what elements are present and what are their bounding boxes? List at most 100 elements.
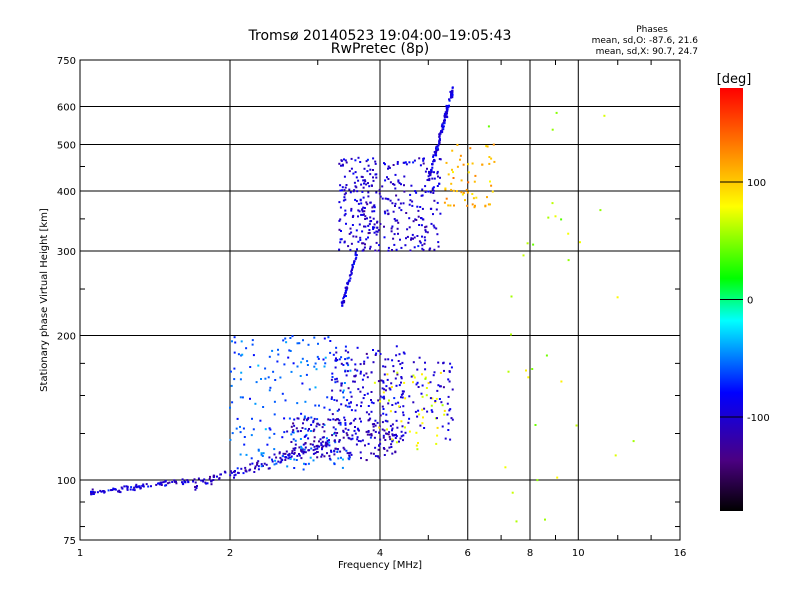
data-point	[446, 402, 449, 405]
data-point	[230, 370, 232, 373]
data-point	[344, 345, 347, 348]
data-point	[424, 376, 427, 379]
data-point	[274, 379, 277, 381]
data-point	[398, 405, 400, 408]
data-point	[218, 478, 221, 481]
data-point	[429, 397, 432, 400]
data-point	[425, 394, 428, 397]
data-point	[266, 443, 269, 446]
data-point	[237, 353, 240, 356]
data-point	[103, 491, 106, 494]
data-point	[294, 447, 297, 450]
data-point	[441, 123, 444, 126]
data-point	[403, 184, 405, 187]
data-point	[338, 162, 341, 165]
data-point	[438, 139, 441, 142]
data-point	[417, 209, 420, 212]
data-point	[318, 423, 321, 426]
data-point	[429, 191, 432, 194]
data-point	[411, 233, 414, 236]
data-point	[321, 446, 324, 449]
data-point	[446, 413, 449, 416]
data-point	[391, 404, 394, 406]
data-point	[448, 98, 451, 101]
data-point	[303, 417, 306, 419]
data-point	[421, 194, 424, 197]
data-point	[202, 480, 205, 483]
data-point	[315, 445, 318, 447]
data-point	[493, 160, 496, 163]
data-point	[435, 154, 438, 157]
data-point	[304, 427, 307, 430]
data-point	[330, 398, 333, 400]
data-point	[379, 438, 382, 441]
data-point	[349, 391, 352, 394]
colorbar-label: [deg]	[717, 72, 752, 87]
axis-ticks: 1 2 4 6 8 10 16 75 100 200 300 400 500 600 750	[57, 56, 686, 559]
data-point	[255, 381, 258, 384]
data-point	[452, 171, 454, 174]
data-point	[353, 260, 356, 263]
data-point	[461, 193, 464, 196]
data-point	[314, 404, 317, 407]
data-point	[360, 183, 363, 186]
data-point	[399, 238, 401, 241]
data-point	[310, 416, 313, 419]
data-point	[351, 437, 354, 440]
data-point	[316, 418, 319, 421]
data-point	[354, 368, 357, 371]
data-point	[378, 244, 381, 247]
data-point	[383, 225, 385, 228]
data-point	[555, 111, 558, 114]
data-point	[415, 191, 418, 194]
data-point	[394, 202, 397, 205]
data-point	[231, 340, 233, 343]
data-point	[462, 163, 465, 166]
data-point	[344, 422, 347, 425]
data-point	[374, 424, 377, 427]
data-point	[418, 224, 421, 226]
data-point	[421, 384, 424, 387]
data-point	[424, 170, 427, 173]
data-point	[336, 448, 339, 450]
data-point	[471, 203, 474, 206]
data-point	[340, 362, 343, 365]
data-point	[449, 438, 452, 441]
data-point	[349, 191, 352, 194]
data-point	[239, 425, 241, 428]
data-point	[287, 457, 290, 460]
x-tick-label: 1	[77, 548, 83, 559]
data-point	[340, 356, 343, 359]
data-point	[233, 336, 236, 339]
data-point	[398, 384, 401, 387]
data-point	[280, 458, 283, 461]
data-point	[297, 417, 300, 420]
data-point	[268, 355, 271, 358]
data-point	[373, 204, 376, 207]
data-point	[219, 473, 222, 476]
data-point	[431, 187, 434, 190]
data-point	[426, 167, 428, 170]
data-point	[370, 434, 373, 437]
data-point	[437, 175, 439, 178]
data-point	[391, 202, 394, 205]
data-point	[342, 430, 345, 433]
data-point	[374, 354, 377, 356]
data-point	[355, 254, 358, 256]
data-point	[340, 382, 343, 385]
data-point	[423, 407, 426, 410]
data-point	[344, 370, 347, 373]
data-point	[343, 189, 346, 192]
data-point	[452, 177, 455, 179]
data-point	[447, 395, 450, 398]
data-point	[361, 439, 364, 442]
data-point	[239, 396, 242, 399]
data-point	[489, 203, 491, 206]
data-point	[400, 430, 403, 433]
data-point	[436, 201, 439, 204]
data-point	[431, 188, 434, 191]
data-point	[302, 452, 305, 455]
data-point	[323, 337, 326, 340]
data-point	[391, 249, 393, 251]
data-point	[114, 488, 116, 491]
